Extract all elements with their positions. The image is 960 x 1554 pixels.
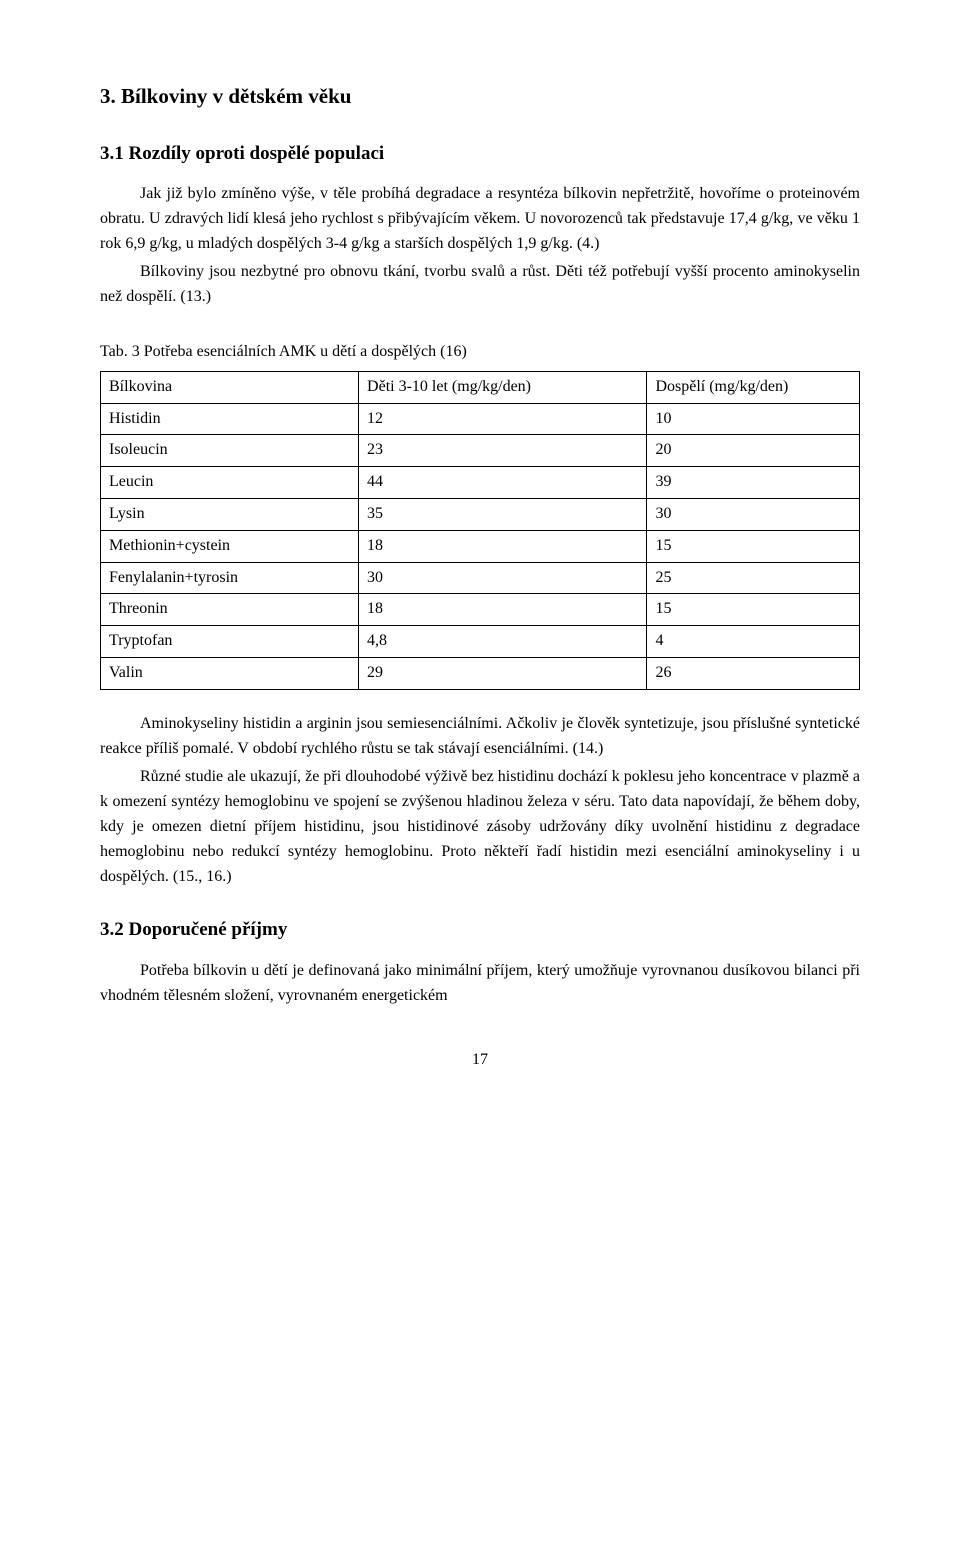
amk-table: BílkovinaDěti 3-10 let (mg/kg/den)Dospěl… [100, 371, 860, 690]
table-cell: 23 [359, 435, 647, 467]
table-cell: Isoleucin [101, 435, 359, 467]
table-cell: 4,8 [359, 626, 647, 658]
subsection-3-2-title: 3.2 Doporučené příjmy [100, 915, 860, 944]
table-row: Fenylalanin+tyrosin3025 [101, 562, 860, 594]
table-header-cell: Děti 3-10 let (mg/kg/den) [359, 371, 647, 403]
table-row: Histidin1210 [101, 403, 860, 435]
section-title: 3. Bílkoviny v dětském věku [100, 80, 860, 113]
table-cell: Histidin [101, 403, 359, 435]
table-cell: 18 [359, 594, 647, 626]
table-row: Valin2926 [101, 657, 860, 689]
table-cell: Methionin+cystein [101, 530, 359, 562]
table-row: Methionin+cystein1815 [101, 530, 860, 562]
table-cell: 44 [359, 467, 647, 499]
table-cell: 35 [359, 498, 647, 530]
table-row: Leucin4439 [101, 467, 860, 499]
paragraph: Potřeba bílkovin u dětí je definovaná ja… [100, 959, 860, 1009]
table-cell: 25 [647, 562, 860, 594]
table-cell: Leucin [101, 467, 359, 499]
table-cell: Fenylalanin+tyrosin [101, 562, 359, 594]
table-cell: Tryptofan [101, 626, 359, 658]
table-cell: 30 [647, 498, 860, 530]
table-body: BílkovinaDěti 3-10 let (mg/kg/den)Dospěl… [101, 371, 860, 689]
table-row: Lysin3530 [101, 498, 860, 530]
table-cell: 39 [647, 467, 860, 499]
paragraph: Aminokyseliny histidin a arginin jsou se… [100, 712, 860, 762]
table-cell: 26 [647, 657, 860, 689]
table-cell: Valin [101, 657, 359, 689]
table-cell: Lysin [101, 498, 359, 530]
table-row: Threonin1815 [101, 594, 860, 626]
table-cell: 20 [647, 435, 860, 467]
table-cell: 4 [647, 626, 860, 658]
table-caption: Tab. 3 Potřeba esenciálních AMK u dětí a… [100, 340, 860, 365]
subsection-3-1-title: 3.1 Rozdíly oproti dospělé populaci [100, 139, 860, 168]
page-number: 17 [100, 1048, 860, 1073]
table-cell: 29 [359, 657, 647, 689]
table-cell: 15 [647, 530, 860, 562]
table-cell: 10 [647, 403, 860, 435]
table-cell: 18 [359, 530, 647, 562]
paragraph: Jak již bylo zmíněno výše, v těle probíh… [100, 182, 860, 256]
table-row: BílkovinaDěti 3-10 let (mg/kg/den)Dospěl… [101, 371, 860, 403]
table-cell: 30 [359, 562, 647, 594]
table-row: Isoleucin2320 [101, 435, 860, 467]
table-row: Tryptofan4,84 [101, 626, 860, 658]
table-cell: Threonin [101, 594, 359, 626]
paragraph: Různé studie ale ukazují, že při dlouhod… [100, 765, 860, 889]
table-header-cell: Bílkovina [101, 371, 359, 403]
paragraph: Bílkoviny jsou nezbytné pro obnovu tkání… [100, 260, 860, 310]
table-cell: 15 [647, 594, 860, 626]
table-header-cell: Dospělí (mg/kg/den) [647, 371, 860, 403]
table-cell: 12 [359, 403, 647, 435]
